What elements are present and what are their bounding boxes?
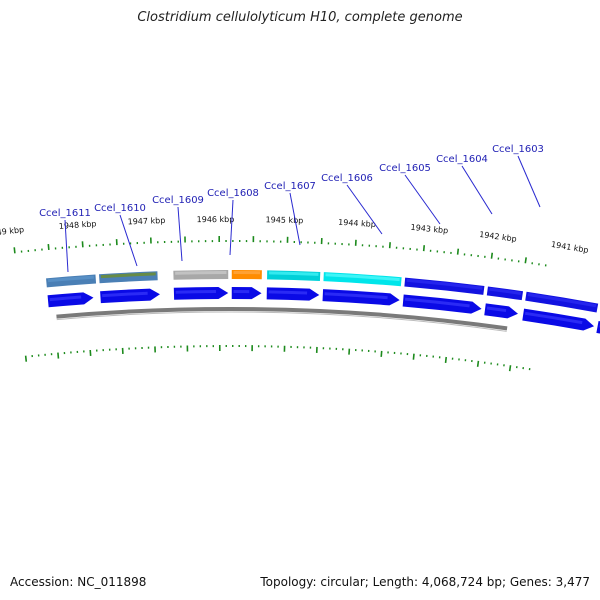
gene-label: Ccel_1611: [39, 208, 91, 219]
major-tick: [524, 257, 527, 264]
major-tick: [47, 243, 50, 251]
gene-label: Ccel_1604: [436, 154, 488, 165]
major-tick: [456, 248, 460, 255]
feature-band-gray-highlight: [175, 271, 227, 275]
major-tick: [13, 247, 16, 254]
cds-arrow-shine: [233, 290, 250, 294]
kbp-label: 1946 kbp: [197, 215, 235, 224]
major-tick: [422, 245, 426, 252]
gene-leader-line: [64, 219, 69, 273]
cds-arrow-shine: [102, 291, 148, 298]
backbone-arc: [56, 306, 508, 331]
gene-label: Ccel_1605: [379, 163, 431, 174]
cds-arrow: [596, 321, 600, 334]
gene-leader-line: [229, 199, 234, 256]
gene-leader-line: [119, 214, 138, 267]
gene-leader-line: [517, 155, 541, 208]
inner-tick-track: [24, 345, 531, 372]
kbp-label: 1942 kbp: [479, 230, 518, 244]
major-tick: [444, 356, 448, 364]
gene-label: Ccel_1606: [321, 173, 373, 184]
accession-text: Accession: NC_011898: [10, 575, 147, 589]
major-tick: [57, 352, 60, 359]
genome-summary-text: Topology: circular; Length: 4,068,724 bp…: [260, 575, 590, 589]
kbp-label: 1945 kbp: [265, 215, 303, 225]
feature-band-orange-highlight: [233, 271, 261, 275]
cds-arrow: [47, 292, 94, 308]
kbp-label: 1948 kbp: [58, 219, 96, 231]
feature-track: [46, 270, 599, 313]
gene-leader-line: [289, 192, 301, 246]
gene-leader-line: [177, 206, 183, 262]
feature-band-blue-olive-highlight: [100, 272, 156, 279]
feature-band-blue-highlight: [489, 287, 522, 295]
cds-track: [47, 287, 600, 334]
outer-tick-track: [13, 236, 547, 267]
cds-arrow-shine: [49, 295, 82, 302]
major-tick: [476, 360, 480, 367]
map-title: Clostridium cellulolyticum H10, complete…: [137, 10, 463, 25]
major-tick: [24, 355, 28, 362]
gene-label: Ccel_1608: [207, 188, 259, 199]
kbp-label: 1944 kbp: [338, 218, 376, 229]
kbp-label: 1947 kbp: [127, 216, 165, 227]
kbp-label: 1943 kbp: [410, 223, 448, 236]
gene-leader-line: [346, 184, 383, 235]
backbone-shadow: [56, 311, 507, 332]
gene-label: Ccel_1610: [94, 203, 146, 214]
kbp-label: 1941 kbp: [550, 240, 589, 255]
gene-leader-line: [461, 165, 493, 215]
gene-label: Ccel_1603: [492, 144, 544, 155]
feature-band-blue-highlight: [527, 293, 597, 308]
feature-band-blue-highlight: [47, 275, 94, 283]
cds-arrow-shine: [404, 297, 470, 308]
major-tick: [412, 353, 415, 360]
gene-label: Ccel_1607: [264, 181, 316, 192]
gene-label: Ccel_1609: [152, 195, 204, 206]
feature-band-blue-highlight: [406, 278, 483, 290]
kbp-label-group: 1949 kbp 1948 kbp 1947 kbp 1946 kbp 1945 kbp…: [0, 215, 589, 255]
gene-leader-line: [404, 174, 441, 225]
major-tick: [490, 252, 494, 259]
feature-band-cyan-highlight: [268, 271, 319, 276]
cds-arrow-shine: [175, 290, 216, 294]
cds-arrow-shine: [324, 292, 388, 300]
feature-band-cyan-highlight: [325, 273, 400, 282]
cds-arrow-shine: [268, 290, 308, 295]
cds-arrow-shine: [486, 306, 507, 313]
kbp-label: 1949 kbp: [0, 225, 25, 238]
major-tick: [508, 365, 512, 372]
genome-backbone: [56, 306, 508, 332]
cds-arrow-shine: [524, 311, 583, 325]
